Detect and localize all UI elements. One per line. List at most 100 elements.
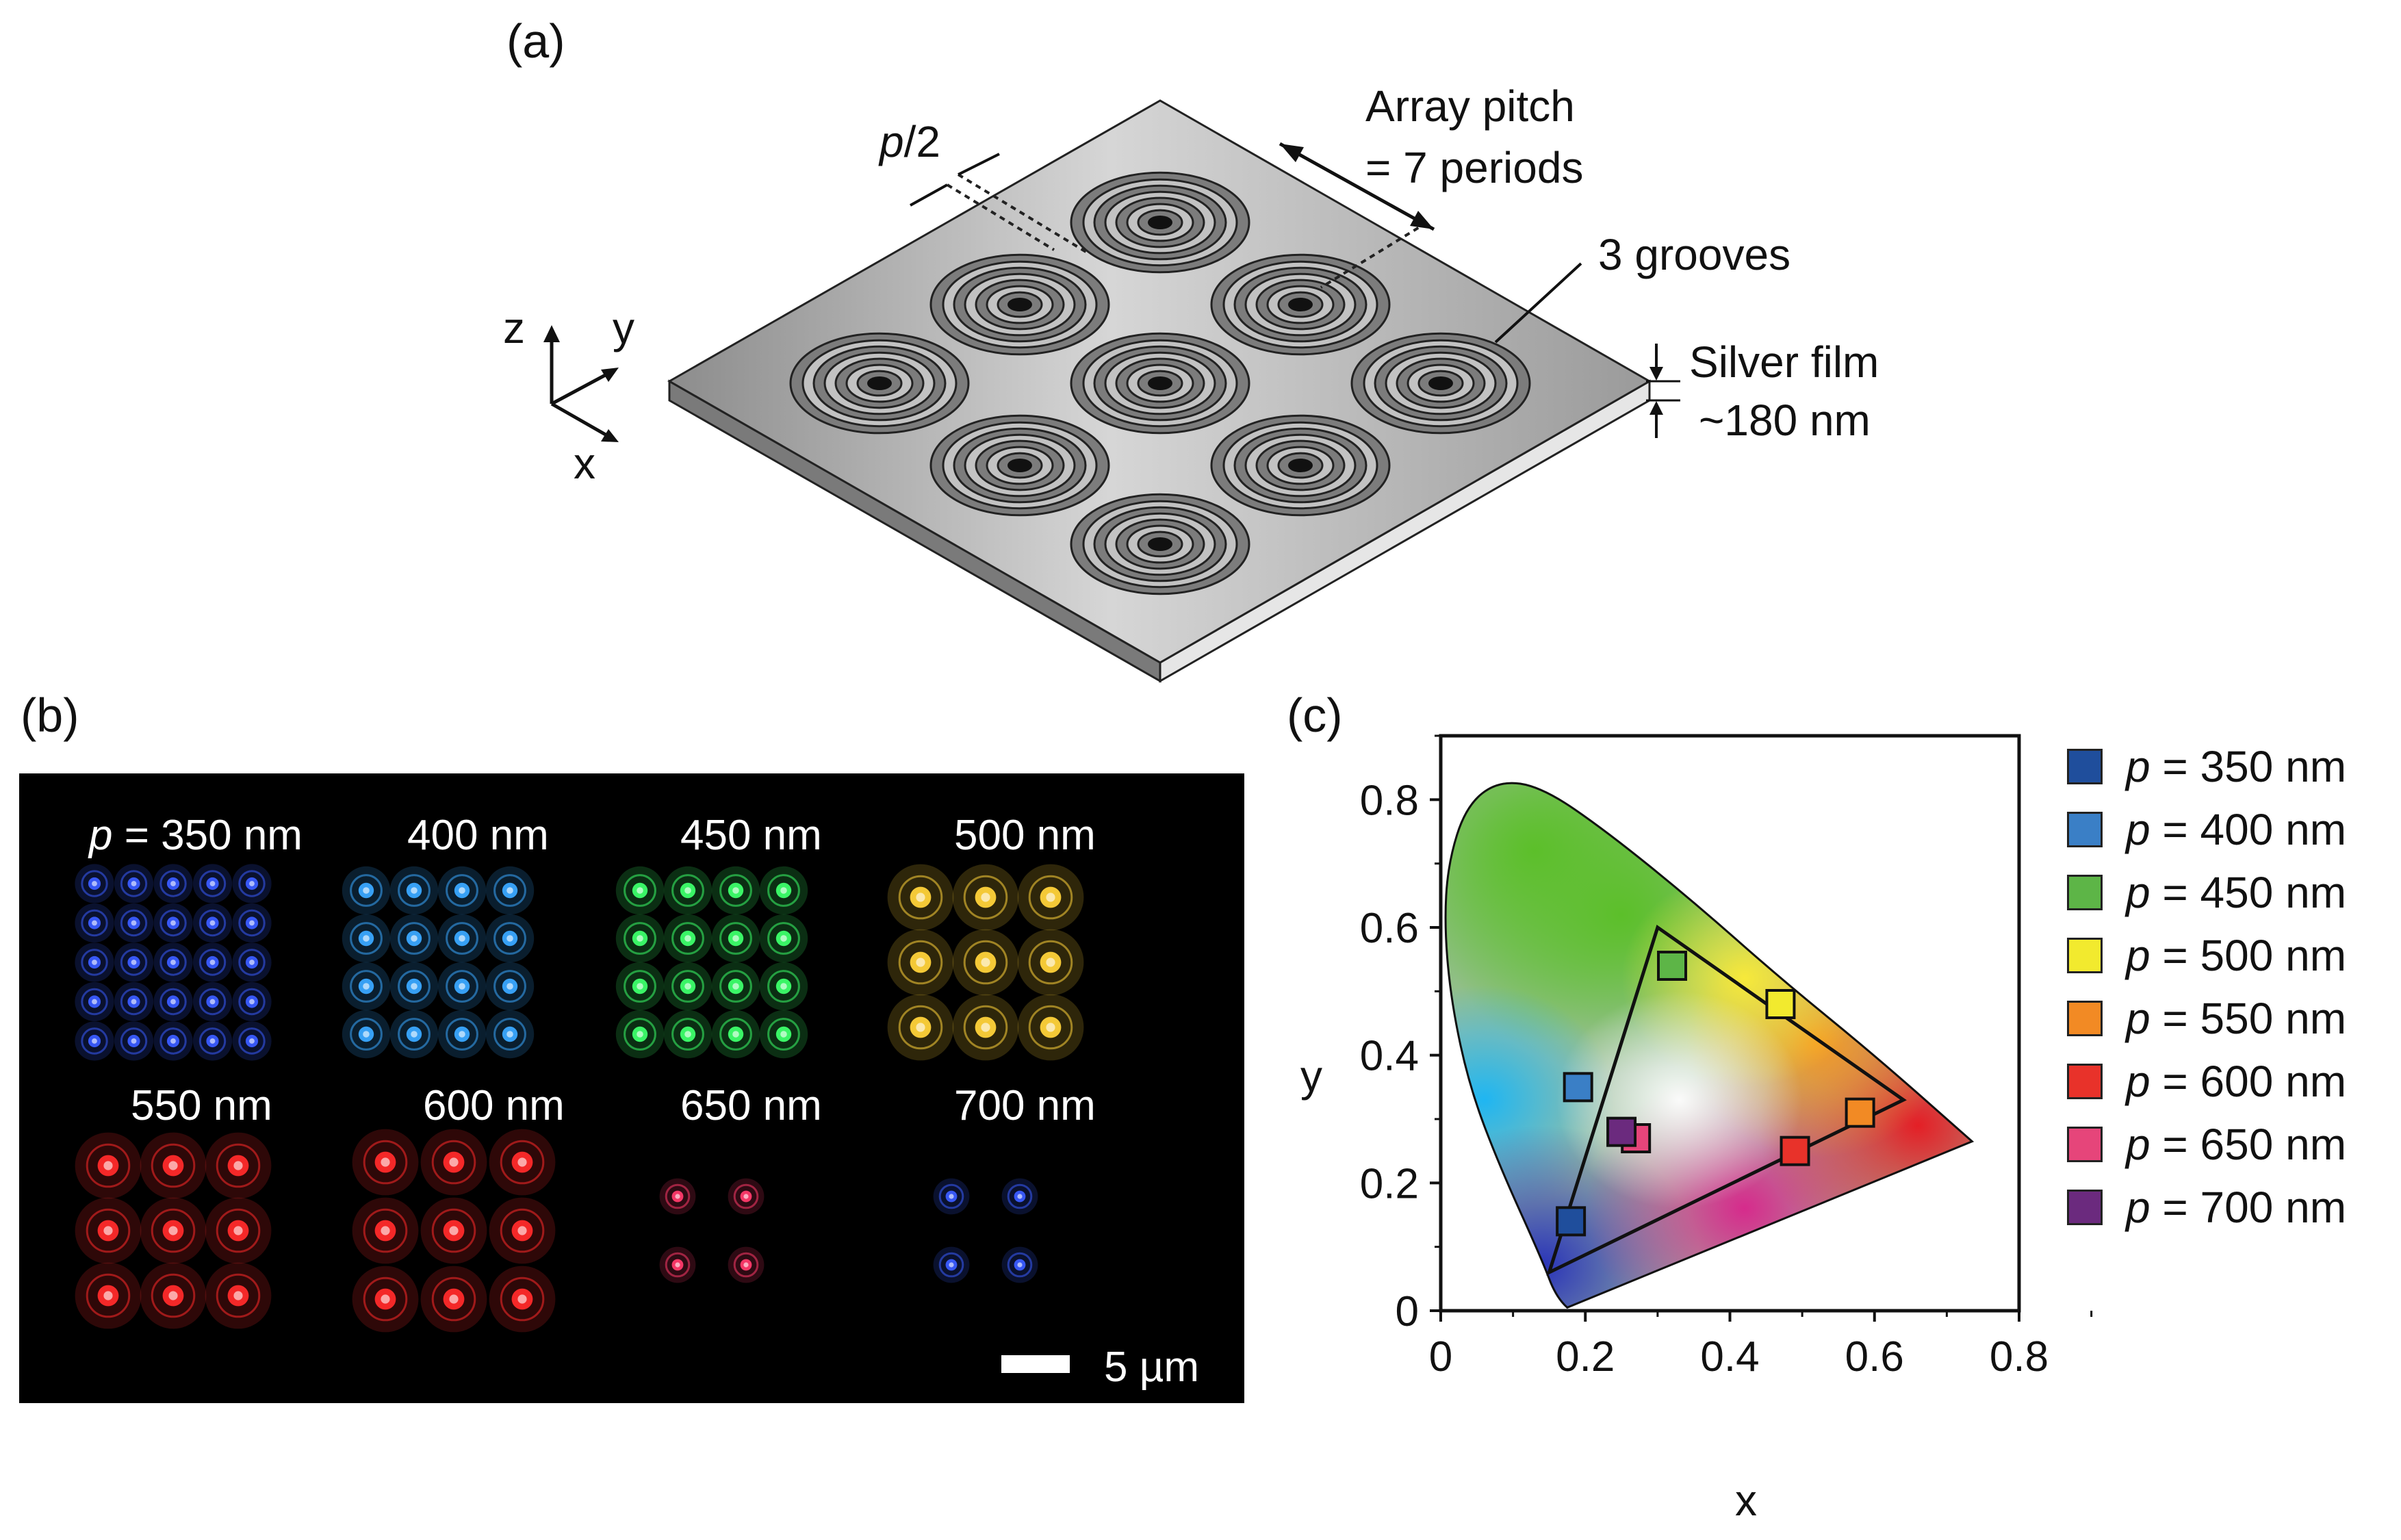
scale-bar <box>1001 1355 1070 1373</box>
axis-ticks: 00 0.2 0.2 0.4 0.4 0.6 0.6 0.8 0.8 <box>1360 734 2093 1381</box>
grooves-leader <box>1494 262 1582 344</box>
emission-spot <box>153 864 193 903</box>
y-tick-label: 0.2 <box>1360 1160 1419 1207</box>
emission-spot <box>663 914 712 963</box>
emission-spot <box>663 1010 712 1059</box>
emission-spot <box>75 981 114 1022</box>
x-tick-label: 0 <box>1429 1333 1452 1381</box>
x-tick-label: 0.6 <box>1845 1333 1904 1381</box>
emission-spot <box>952 994 1019 1061</box>
emission-spot <box>933 1246 970 1283</box>
emission-spot <box>192 864 233 903</box>
emission-spot <box>153 903 193 943</box>
panel-b-label: (b) <box>21 689 79 742</box>
emission-spot <box>1001 1178 1038 1215</box>
emission-spot <box>615 1010 665 1059</box>
emission-spot <box>437 1010 487 1059</box>
emission-spot <box>75 864 114 903</box>
legend-swatch <box>2067 875 2103 910</box>
emission-spot <box>75 1262 142 1329</box>
emission-spot <box>352 1129 419 1196</box>
legend-swatch <box>2067 1001 2103 1036</box>
center-hole <box>1148 376 1172 390</box>
emission-spot <box>420 1129 487 1196</box>
emission-spot <box>232 903 272 943</box>
emission-spot <box>659 1246 696 1283</box>
array-pitch-label-1: Array pitch <box>1365 81 1575 131</box>
emission-spot <box>389 866 439 915</box>
data-point <box>1556 1206 1587 1237</box>
center-hole <box>1428 376 1453 390</box>
center-hole <box>867 376 892 390</box>
emission-spot <box>485 866 535 915</box>
emission-spot <box>659 1178 696 1215</box>
spectral-locus-outline <box>1444 782 1975 1309</box>
emission-spot <box>75 1132 142 1199</box>
emission-spot <box>437 866 487 915</box>
emission-spot <box>140 1197 207 1264</box>
silver-film-label: Silver film <box>1689 337 1879 387</box>
tile-label-600: 600 nm <box>423 1082 565 1129</box>
emission-spot <box>389 962 439 1011</box>
center-hole <box>1148 537 1172 551</box>
emission-spot <box>153 942 193 982</box>
emission-spot <box>759 962 808 1011</box>
emission-spots <box>75 864 1084 1333</box>
emission-spot <box>711 962 760 1011</box>
dash-line-1 <box>957 173 1090 255</box>
emission-spot <box>1017 929 1084 996</box>
panel-a-diagram <box>543 99 1680 683</box>
legend-swatch <box>2067 938 2103 973</box>
bullseye <box>1070 332 1250 435</box>
center-hole <box>1288 298 1313 311</box>
emission-spot <box>759 866 808 915</box>
emission-spot <box>232 864 272 903</box>
emission-spot <box>114 903 154 943</box>
array-pitch-label-2: = 7 periods <box>1365 143 1584 192</box>
emission-spot <box>485 1010 535 1059</box>
emission-spot <box>1017 864 1084 931</box>
panel-a-label: (a) <box>506 14 565 68</box>
y-axis <box>550 371 611 406</box>
panel-c-label: (c) <box>1287 689 1343 742</box>
emission-spot <box>232 1021 272 1061</box>
emission-spot <box>342 914 391 963</box>
half-period-arrow-1 <box>910 183 948 207</box>
emission-spot <box>75 1021 114 1061</box>
half-period-label: p/2 <box>879 117 940 166</box>
legend-item-400: p = 400 nm <box>2067 802 2346 857</box>
emission-spot <box>933 1178 970 1215</box>
bullseye <box>1350 332 1531 435</box>
emission-spot <box>342 962 391 1011</box>
scale-bar-label: 5 µm <box>1104 1344 1200 1391</box>
emission-spot <box>205 1262 272 1329</box>
tile-label-400: 400 nm <box>407 812 549 859</box>
emission-spot <box>153 1021 193 1061</box>
y-axis-label: y <box>613 303 634 352</box>
dash-line-3 <box>1320 221 1428 289</box>
legend-item-500: p = 500 nm <box>2067 928 2346 983</box>
emission-spot <box>153 981 193 1022</box>
emission-spot <box>114 981 154 1022</box>
emission-spot <box>192 1021 233 1061</box>
bullseye <box>929 253 1110 356</box>
emission-spot <box>615 914 665 963</box>
spectral-locus-fill <box>1446 783 1973 1308</box>
y-tick-label: 0.6 <box>1360 905 1419 952</box>
dash-line-2 <box>946 183 1055 251</box>
bullseye <box>1070 171 1250 274</box>
emission-spot <box>728 1178 765 1215</box>
x-axis-label: x <box>574 439 595 488</box>
data-point <box>1657 951 1687 981</box>
emission-spot <box>437 962 487 1011</box>
y-tick-label: 0.4 <box>1360 1033 1419 1080</box>
chromaticity-chart: 0 0 0.2 0.2 0.4 0.4 0.6 0.6 0.8 0.8 x y p = 350 n… <box>1273 698 2396 1537</box>
emission-spot <box>887 994 954 1061</box>
emission-spot <box>389 914 439 963</box>
emission-spot <box>352 1197 419 1264</box>
legend-item-650: p = 650 nm <box>2067 1117 2346 1172</box>
y-tick-label: 0 <box>1396 1288 1419 1335</box>
data-point <box>1606 1116 1637 1147</box>
legend-item-350: p = 350 nm <box>2067 739 2346 794</box>
legend-swatch <box>2067 1190 2103 1225</box>
